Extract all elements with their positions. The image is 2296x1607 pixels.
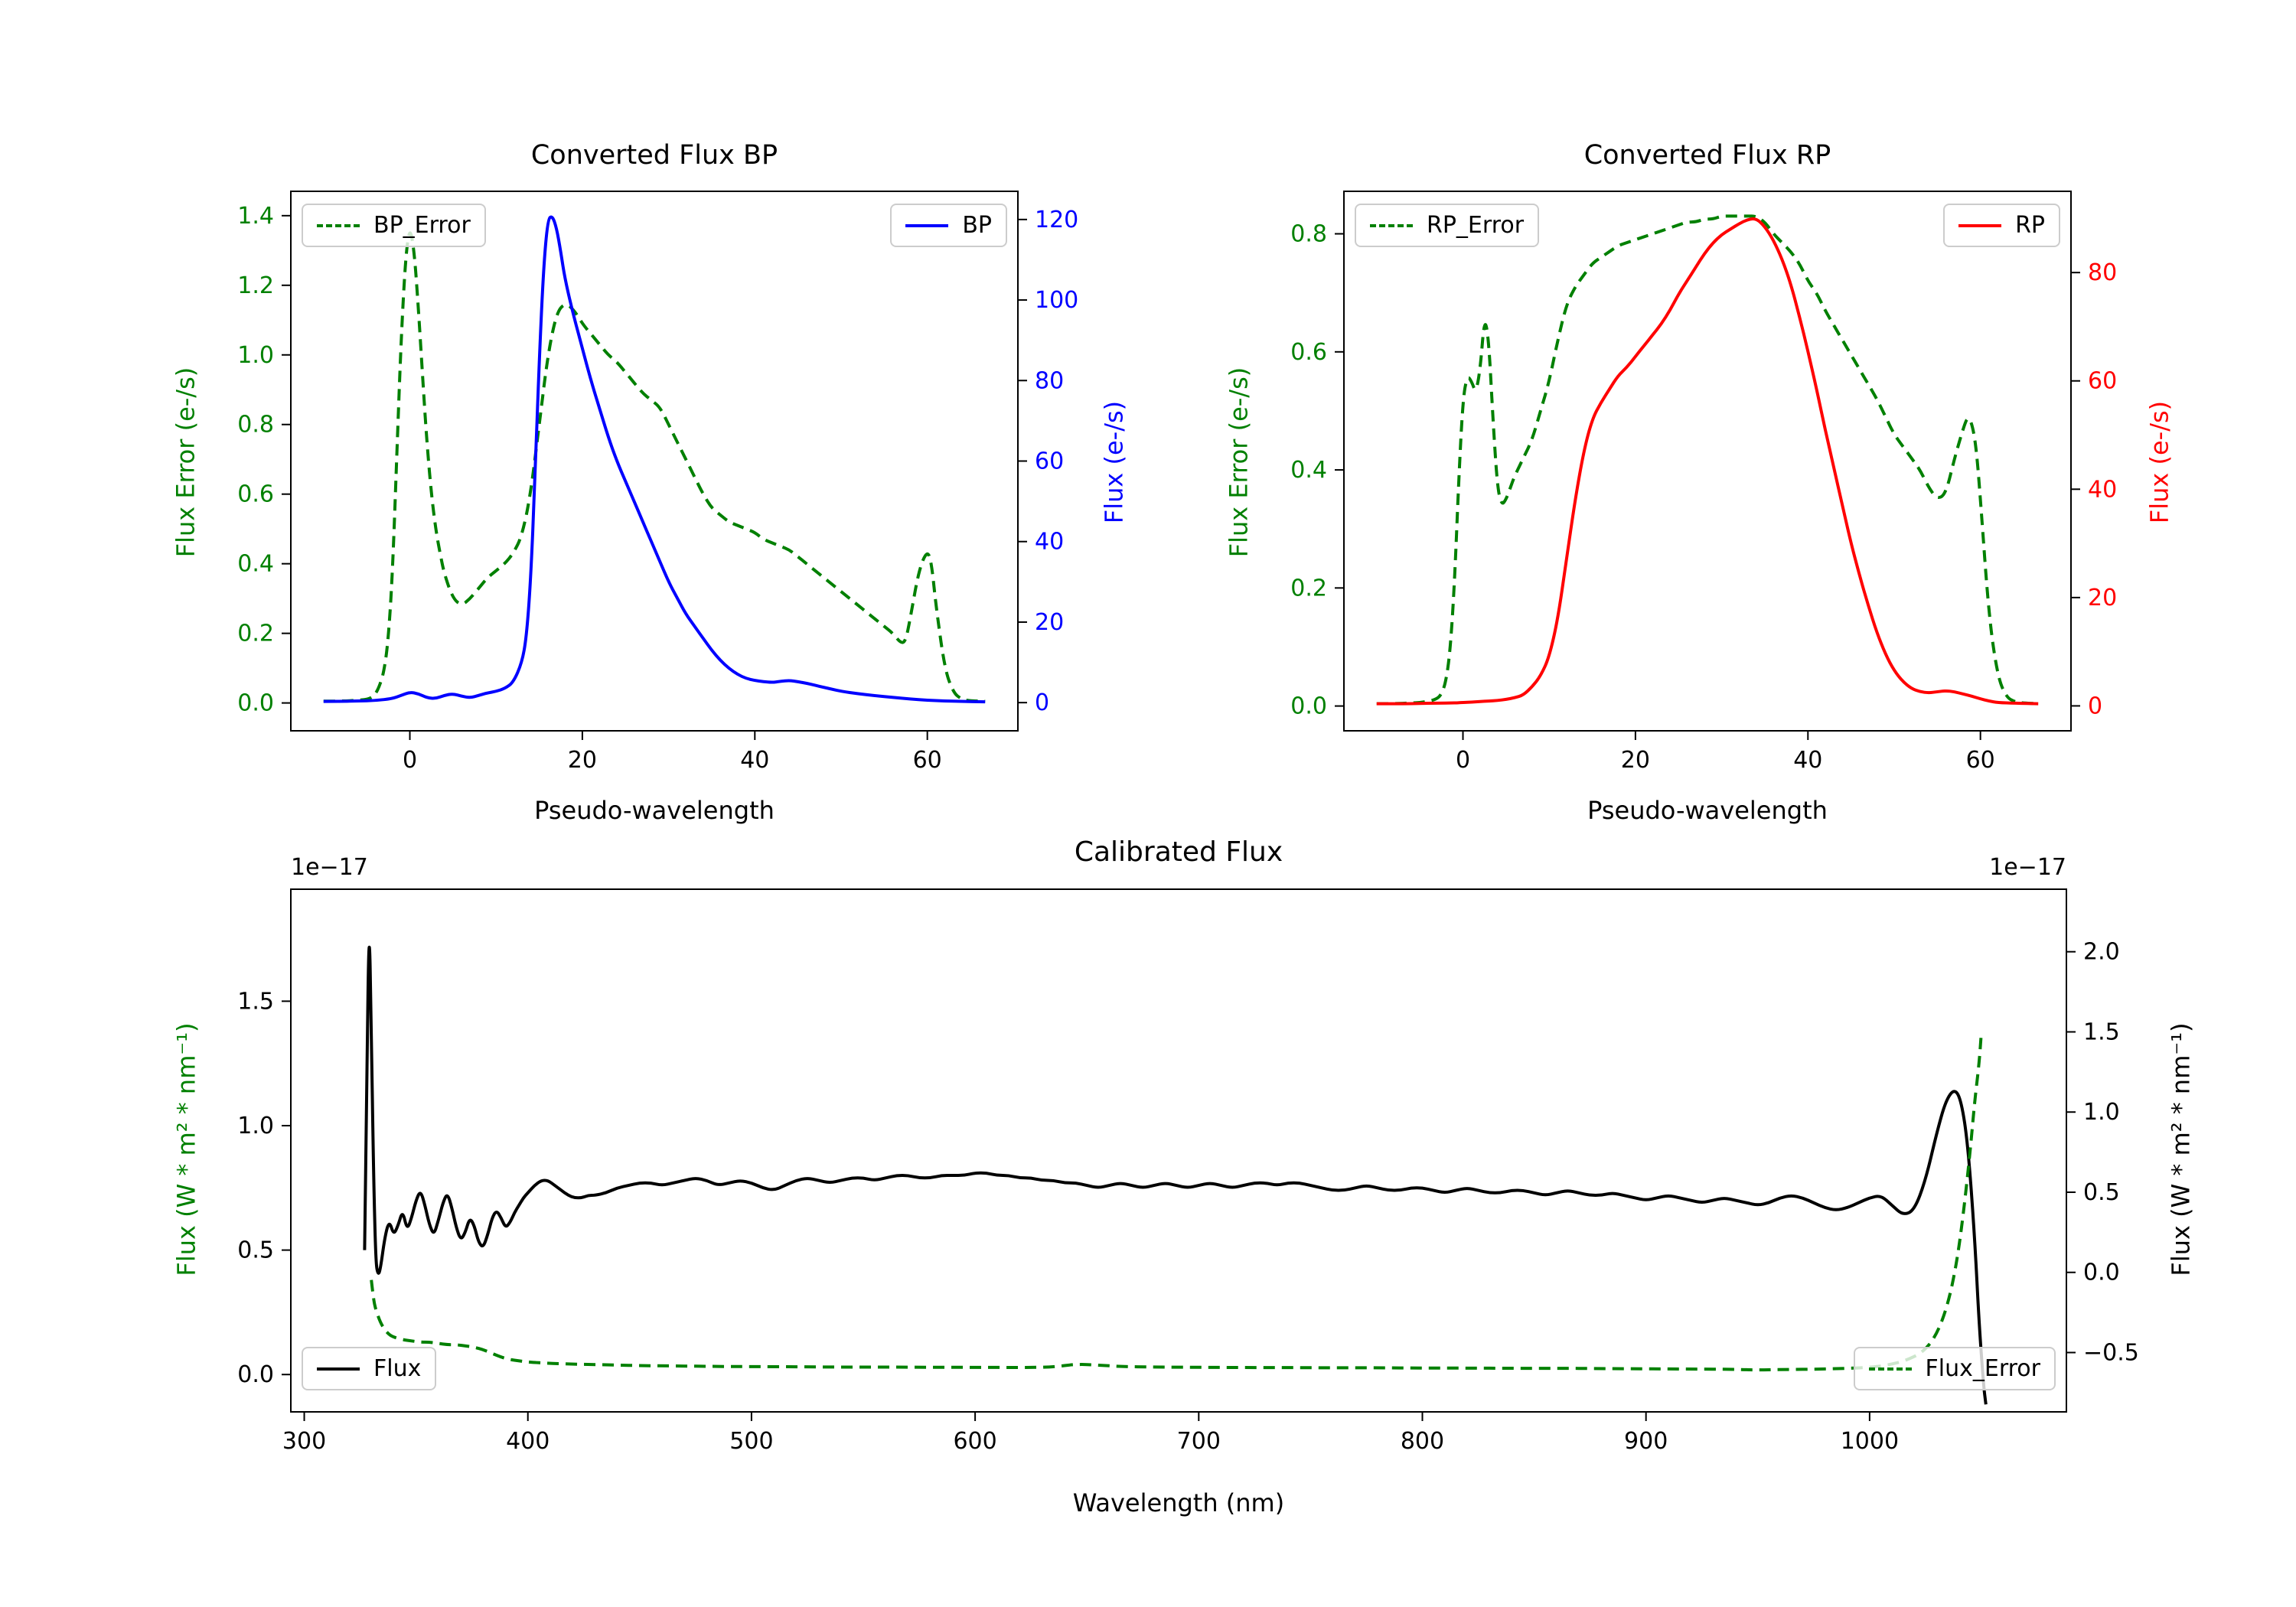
rp-chart-title: Converted Flux RP <box>1583 140 1831 171</box>
y-tick-label: 0.2 <box>237 621 274 647</box>
x-tick-label: 400 <box>506 1428 550 1455</box>
y-tick-label: 0.8 <box>1290 221 1327 248</box>
x-tick-label: 700 <box>1177 1428 1221 1455</box>
flux-legend: Flux <box>302 1347 437 1390</box>
x-tick-label: 60 <box>1966 747 1995 774</box>
bp-right-axis-label: Flux (e-/s) <box>1099 400 1129 524</box>
plot-border <box>290 191 1019 732</box>
bp-chart-title: Converted Flux BP <box>530 140 778 171</box>
legend-line-sample <box>317 1367 360 1371</box>
y-tick-label: 1.0 <box>237 1113 274 1139</box>
x-tick-label: 0 <box>403 747 417 774</box>
legend-line-sample <box>905 223 949 227</box>
flux-error-legend: Flux_Error <box>1853 1347 2056 1390</box>
y-tick-label: 100 <box>1035 287 1078 314</box>
x-tick-label: 20 <box>1621 747 1650 774</box>
y-tick-label: 0.6 <box>1290 339 1327 366</box>
calibrated-chart-title: Calibrated Flux <box>1074 836 1283 868</box>
x-tick-label: 20 <box>568 747 597 774</box>
plot-border <box>1343 191 2072 732</box>
rp-legend: RP <box>1943 204 2060 247</box>
legend-line-sample <box>317 223 360 227</box>
y-tick-label: 0.6 <box>237 481 274 508</box>
y-tick-label: 40 <box>1035 529 1064 556</box>
y-tick-label: 1.4 <box>237 203 274 230</box>
bp-error-line <box>323 231 986 703</box>
y-tick-label: 20 <box>2088 585 2117 611</box>
y-tick-label: 0.0 <box>1290 693 1327 720</box>
y-tick-label: 0.2 <box>1290 575 1327 601</box>
calibrated-xaxis-label: Wavelength (nm) <box>1072 1488 1285 1517</box>
y-tick-label: 40 <box>2088 476 2117 503</box>
y-tick-label: 1.2 <box>237 272 274 299</box>
y-tick-label: 1.5 <box>2083 1019 2120 1045</box>
y-tick-label: 60 <box>2088 368 2117 395</box>
y-tick-label: 20 <box>1035 609 1064 636</box>
x-tick-label: 800 <box>1401 1428 1444 1455</box>
x-tick-label: 40 <box>740 747 769 774</box>
rp-error-legend: RP_Error <box>1355 204 1540 247</box>
plot-border <box>290 888 2067 1413</box>
legend-label: RP <box>2015 212 2045 239</box>
y-tick-label: 0.0 <box>237 690 274 717</box>
y-tick-label: 1.0 <box>2083 1099 2120 1126</box>
y-tick-label: 0.0 <box>237 1361 274 1388</box>
rp-xaxis-label: Pseudo-wavelength <box>1587 796 1828 825</box>
calibrated-left-axis-label: Flux (W * m² * nm⁻¹) <box>171 1022 201 1276</box>
legend-label: Flux_Error <box>1925 1355 2040 1382</box>
rp-line <box>1376 217 2039 706</box>
y-tick-label: 120 <box>1035 207 1078 233</box>
bp-line <box>323 215 986 704</box>
x-tick-label: 600 <box>953 1428 996 1455</box>
y-tick-label: 0 <box>2088 693 2102 719</box>
flux-error-line <box>370 1031 1983 1372</box>
y-tick-label: 1.5 <box>237 988 274 1015</box>
bp-legend: BP <box>890 204 1007 247</box>
legend-label: RP_Error <box>1427 212 1525 239</box>
y-tick-label: 0.0 <box>2083 1260 2120 1286</box>
x-tick-label: 1000 <box>1841 1428 1899 1455</box>
legend-label: BP <box>962 212 992 239</box>
legend-label: BP_Error <box>373 212 471 239</box>
rp-error-line <box>1376 214 2039 706</box>
y-tick-label: −0.5 <box>2083 1339 2139 1366</box>
x-tick-label: 60 <box>913 747 942 774</box>
legend-line-sample <box>1370 223 1413 227</box>
bp-error-legend: BP_Error <box>302 204 486 247</box>
y-tick-label: 0.4 <box>237 551 274 578</box>
y-tick-label: 2.0 <box>2083 939 2120 966</box>
right-axis-offset-text: 1e−17 <box>1989 854 2066 881</box>
calibrated-right-axis-label: Flux (W * m² * nm⁻¹) <box>2166 1022 2196 1276</box>
rp-right-axis-label: Flux (e-/s) <box>2144 400 2174 524</box>
left-axis-offset-text: 1e−17 <box>291 854 368 881</box>
legend-line-sample <box>1958 223 2002 227</box>
x-tick-label: 300 <box>282 1428 326 1455</box>
rp-left-axis-label: Flux Error (e-/s) <box>1224 367 1254 558</box>
x-tick-label: 0 <box>1456 747 1470 774</box>
y-tick-label: 0.4 <box>1290 457 1327 484</box>
y-tick-label: 0.8 <box>237 412 274 438</box>
y-tick-label: 60 <box>1035 448 1064 475</box>
y-tick-label: 1.0 <box>237 342 274 369</box>
y-tick-label: 80 <box>2088 259 2117 286</box>
y-tick-label: 80 <box>1035 367 1064 394</box>
y-tick-label: 0.5 <box>237 1237 274 1264</box>
bp-xaxis-label: Pseudo-wavelength <box>534 796 775 825</box>
bp-left-axis-label: Flux Error (e-/s) <box>171 367 201 558</box>
x-tick-label: 500 <box>729 1428 773 1455</box>
y-tick-label: 0 <box>1035 689 1049 716</box>
legend-line-sample <box>1868 1367 1912 1371</box>
legend-label: Flux <box>373 1355 422 1382</box>
x-tick-label: 40 <box>1793 747 1822 774</box>
flux-line <box>363 945 1988 1405</box>
x-tick-label: 900 <box>1624 1428 1668 1455</box>
y-tick-label: 0.5 <box>2083 1179 2120 1206</box>
